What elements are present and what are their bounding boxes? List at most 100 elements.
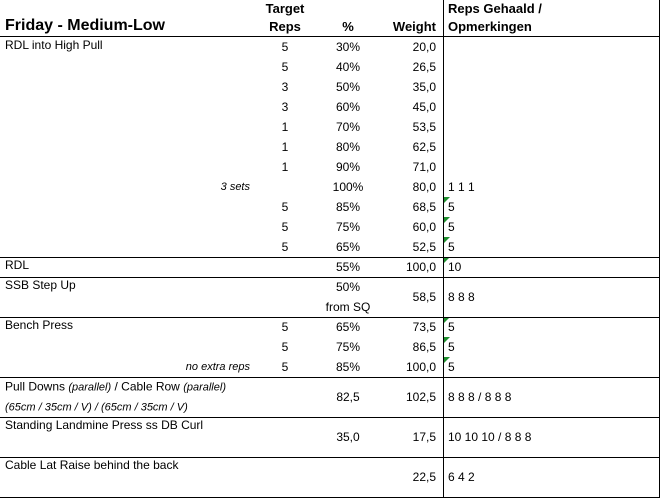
- weight: 73,5: [412, 320, 436, 334]
- percent: 50%: [335, 280, 361, 294]
- exercise-part: / Cable Row: [111, 379, 184, 394]
- percent: 90%: [335, 160, 361, 174]
- percent: 80%: [335, 140, 361, 154]
- exercise: Standing Landmine Press ss DB Curl: [5, 418, 204, 432]
- done: 5: [448, 340, 455, 354]
- percent: 75%: [335, 220, 361, 234]
- percent: 30%: [335, 40, 361, 54]
- weight: 86,5: [412, 340, 436, 354]
- comment-flag: [444, 217, 450, 223]
- row-border: [0, 417, 660, 418]
- reps: 5: [281, 320, 289, 334]
- reps: 3: [281, 80, 289, 94]
- row-border: [0, 277, 660, 278]
- percent: 60%: [335, 100, 361, 114]
- header: Target: [265, 1, 305, 16]
- done: 5: [448, 200, 455, 214]
- exercise: Pull Downs (parallel) / Cable Row (paral…: [5, 380, 226, 395]
- row-border: [0, 36, 660, 37]
- done: 1 1 1: [448, 180, 475, 194]
- note: no extra reps: [185, 361, 250, 373]
- column-border: [443, 0, 444, 498]
- done: 5: [448, 220, 455, 234]
- done: 8 8 8: [448, 290, 475, 304]
- reps: 5: [281, 200, 289, 214]
- note: 3 sets: [220, 181, 250, 193]
- weight: 102,5: [405, 390, 436, 404]
- weight: 100,0: [405, 360, 436, 374]
- row-border: [0, 317, 660, 318]
- weight: 17,5: [412, 430, 436, 444]
- weight: 53,5: [412, 120, 436, 134]
- percent: 40%: [335, 60, 361, 74]
- done: 10 10 10 / 8 8 8: [448, 430, 532, 444]
- percent: 82,5: [336, 390, 360, 404]
- weight: 71,0: [412, 160, 436, 174]
- comment-flag: [444, 237, 450, 243]
- percent: 65%: [335, 320, 361, 334]
- weight: 20,0: [412, 40, 436, 54]
- comment-flag: [444, 317, 450, 323]
- exercise: RDL into High Pull: [5, 38, 103, 52]
- exercise-part: (parallel): [68, 381, 112, 394]
- row-border: [0, 377, 660, 378]
- exercise: Bench Press: [5, 318, 74, 332]
- comment-flag: [444, 257, 450, 263]
- done: 8 8 8 / 8 8 8: [448, 390, 512, 404]
- done: 5: [448, 240, 455, 254]
- header: Weight: [392, 19, 436, 34]
- percent: 85%: [335, 360, 361, 374]
- comment-flag: [444, 357, 450, 363]
- reps: 1: [281, 120, 289, 134]
- reps: 3: [281, 100, 289, 114]
- reps: 1: [281, 160, 289, 174]
- weight: 58,5: [412, 290, 436, 304]
- done: 5: [448, 320, 455, 334]
- row-border: [0, 497, 660, 498]
- reps: 5: [281, 220, 289, 234]
- reps: 5: [281, 40, 289, 54]
- comment-flag: [444, 197, 450, 203]
- weight: 35,0: [412, 80, 436, 94]
- exercise: RDL: [5, 258, 30, 272]
- weight: 62,5: [412, 140, 436, 154]
- percent: from SQ: [325, 300, 371, 314]
- exercise-part: (65cm / 35cm / V) / (65cm / 35cm / V): [5, 401, 188, 414]
- sheet-title: Friday - Medium-Low: [5, 17, 165, 34]
- percent: 100%: [332, 180, 364, 194]
- weight: 45,0: [412, 100, 436, 114]
- exercise-part: (parallel): [183, 381, 226, 394]
- percent: 70%: [335, 120, 361, 134]
- row-border: [0, 257, 660, 258]
- reps: 5: [281, 240, 289, 254]
- percent: 35,0: [336, 430, 360, 444]
- weight: 80,0: [412, 180, 436, 194]
- reps: 5: [281, 360, 289, 374]
- header: %: [342, 19, 354, 34]
- done: 5: [448, 360, 455, 374]
- header: Opmerkingen: [448, 19, 532, 34]
- header: Reps: [269, 19, 301, 34]
- done: 10: [448, 260, 462, 274]
- percent: 55%: [335, 260, 361, 274]
- percent: 85%: [335, 200, 361, 214]
- weight: 22,5: [412, 470, 436, 484]
- exercise: (65cm / 35cm / V) / (65cm / 35cm / V): [5, 400, 188, 415]
- exercise-part: Pull Downs: [5, 379, 69, 394]
- comment-flag: [444, 337, 450, 343]
- weight: 60,0: [412, 220, 436, 234]
- reps: 1: [281, 140, 289, 154]
- percent: 65%: [335, 240, 361, 254]
- weight: 68,5: [412, 200, 436, 214]
- row-border: [0, 457, 660, 458]
- percent: 50%: [335, 80, 361, 94]
- weight: 100,0: [405, 260, 436, 274]
- percent: 75%: [335, 340, 361, 354]
- exercise: Cable Lat Raise behind the back: [5, 458, 179, 472]
- weight: 26,5: [412, 60, 436, 74]
- done: 6 4 2: [448, 470, 475, 484]
- weight: 52,5: [412, 240, 436, 254]
- exercise: SSB Step Up: [5, 278, 76, 292]
- reps: 5: [281, 340, 289, 354]
